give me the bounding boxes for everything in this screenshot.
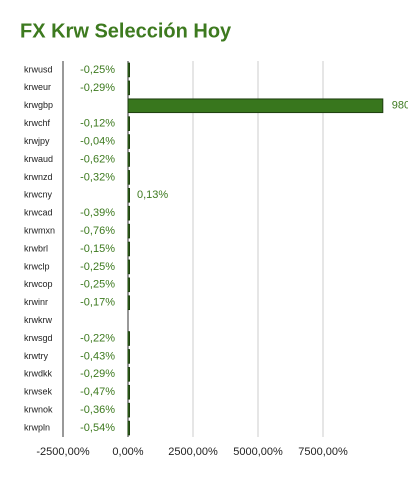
bar <box>127 223 130 239</box>
value-label: -0,36% <box>80 404 115 416</box>
bar <box>127 402 130 418</box>
y-tick-label: krwusd <box>24 64 53 74</box>
bar <box>127 241 130 257</box>
x-tick-label: 7500,00% <box>298 446 348 458</box>
value-label: -0,25% <box>80 279 115 291</box>
value-label: -0,25% <box>80 261 115 273</box>
bar <box>127 134 130 149</box>
value-label: -0,22% <box>80 332 115 344</box>
value-label: -0,32% <box>80 171 115 183</box>
y-tick-label: krwaud <box>24 154 53 164</box>
y-tick-label: krwinr <box>24 297 48 307</box>
bar <box>127 259 130 275</box>
value-label: -0,54% <box>80 422 115 434</box>
y-tick-label: krwcop <box>24 279 53 289</box>
value-label: -0,62% <box>80 153 115 165</box>
bar <box>127 349 130 364</box>
y-tick-label: krwchf <box>24 118 51 128</box>
bar <box>127 331 130 346</box>
bar <box>127 420 130 436</box>
y-tick-label: krwnok <box>24 405 53 415</box>
y-tick-label: krwsek <box>24 387 53 397</box>
y-tick-label: krwmxn <box>24 225 55 235</box>
y-tick-label: krwsgd <box>24 333 53 343</box>
value-label: -0,17% <box>80 297 115 309</box>
value-label: 0,13% <box>137 189 168 201</box>
y-tick-label: krweur <box>24 82 51 92</box>
bar <box>127 152 130 167</box>
y-tick-label: krwdkk <box>24 369 53 379</box>
value-label: 9800,00% <box>392 100 408 112</box>
value-label: -0,43% <box>80 350 115 362</box>
bar <box>127 367 130 382</box>
y-tick-label: krwgbp <box>24 100 53 110</box>
bar <box>127 98 384 114</box>
value-label: -0,76% <box>80 225 115 237</box>
value-label: -0,29% <box>80 368 115 380</box>
bar <box>127 62 130 78</box>
y-tick-label: krwcny <box>24 190 53 200</box>
value-label: -0,47% <box>80 386 115 398</box>
y-tick-label: krwbrl <box>24 243 48 253</box>
bar <box>127 170 130 185</box>
y-tick-label: krwnzd <box>24 172 53 182</box>
bar <box>127 205 130 221</box>
x-tick-label: 5000,00% <box>233 446 283 458</box>
bar <box>127 384 130 400</box>
bar <box>127 80 130 96</box>
y-tick-label: krwjpy <box>24 136 50 146</box>
y-tick-label: krwkrw <box>24 315 52 325</box>
x-tick-label: 0,00% <box>112 446 143 458</box>
value-label: -0,15% <box>80 243 115 255</box>
value-label: -0,12% <box>80 118 115 130</box>
x-tick-label: -2500,00% <box>36 446 89 458</box>
y-tick-label: krwtry <box>24 351 48 361</box>
x-tick-label: 2500,00% <box>168 446 218 458</box>
bar <box>127 277 130 293</box>
chart-title: FX Krw Selección Hoy <box>20 20 232 42</box>
value-label: -0,39% <box>80 207 115 219</box>
bar <box>127 116 130 131</box>
y-tick-label: krwcad <box>24 208 53 218</box>
bar <box>127 187 130 203</box>
y-tick-label: krwpln <box>24 422 50 432</box>
bar <box>127 295 130 311</box>
value-label: -0,29% <box>80 82 115 94</box>
value-label: -0,04% <box>80 135 115 147</box>
value-label: -0,25% <box>80 64 115 76</box>
y-tick-label: krwclp <box>24 261 50 271</box>
